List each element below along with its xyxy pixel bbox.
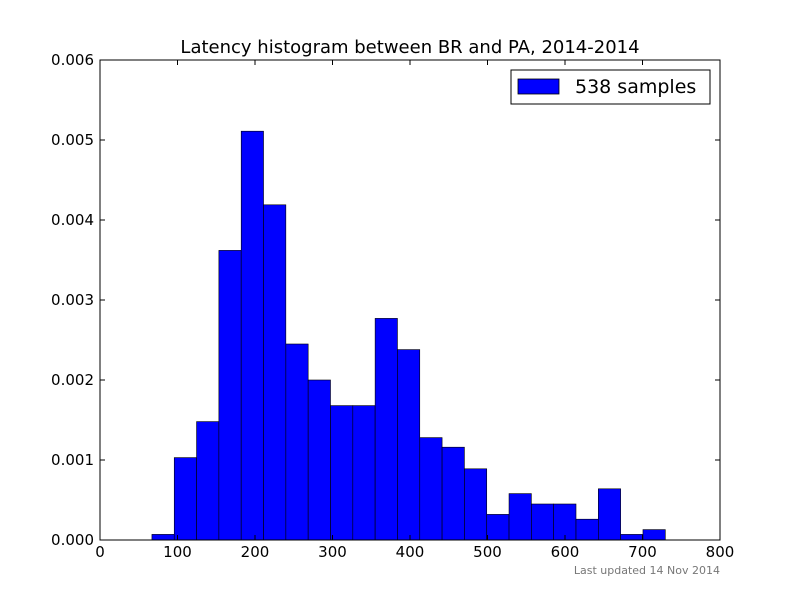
x-tick-label: 700 <box>628 543 657 561</box>
histogram-bar <box>285 343 309 541</box>
histogram-bar <box>508 493 532 541</box>
histogram-bar <box>575 518 599 541</box>
histogram-bar <box>352 405 376 541</box>
histogram-bar <box>307 379 331 541</box>
histogram-bar <box>598 488 621 541</box>
legend: 538 samples <box>510 69 711 105</box>
y-tick-label: 0.005 <box>51 131 94 149</box>
x-tick-label: 100 <box>163 543 192 561</box>
histogram-bar <box>240 130 264 541</box>
histogram-bar <box>531 503 554 541</box>
legend-swatch <box>517 78 560 95</box>
x-tick-label: 600 <box>551 543 580 561</box>
histogram-bar <box>553 503 577 541</box>
y-tick-label: 0.003 <box>51 291 94 309</box>
histogram-bar <box>263 204 287 541</box>
y-tick-label: 0.006 <box>51 51 94 69</box>
histogram-bar <box>642 529 666 541</box>
ticks-group: 0 100 200 300 400 500 600 700 800 0.000 0.001 0.002… <box>51 51 734 561</box>
x-tick-label: 500 <box>473 543 502 561</box>
x-tick-label: 300 <box>318 543 347 561</box>
chart-title: Latency histogram between BR and PA, 201… <box>180 37 639 58</box>
histogram-bar <box>196 421 220 541</box>
histogram-bar <box>620 534 644 541</box>
histogram-bar <box>330 405 354 541</box>
histogram-bar <box>419 437 443 541</box>
bars-group <box>151 130 666 541</box>
legend-label: 538 samples <box>575 76 696 98</box>
histogram-bar <box>173 457 197 541</box>
histogram-bar <box>464 468 488 541</box>
x-tick-label: 200 <box>241 543 270 561</box>
y-tick-label: 0.001 <box>51 451 94 469</box>
footnote: Last updated 14 Nov 2014 <box>574 564 720 577</box>
y-tick-label: 0.000 <box>51 531 94 549</box>
histogram-bar <box>397 349 421 541</box>
histogram-bar <box>441 446 465 541</box>
x-tick-label: 0 <box>95 543 105 561</box>
x-tick-label: 400 <box>396 543 425 561</box>
y-tick-label: 0.004 <box>51 211 94 229</box>
y-tick-label: 0.002 <box>51 371 94 389</box>
histogram-bar <box>486 514 510 541</box>
histogram-bar <box>218 250 242 541</box>
histogram-bar <box>374 318 398 541</box>
histogram-bar <box>151 534 175 541</box>
x-tick-label: 800 <box>706 543 735 561</box>
